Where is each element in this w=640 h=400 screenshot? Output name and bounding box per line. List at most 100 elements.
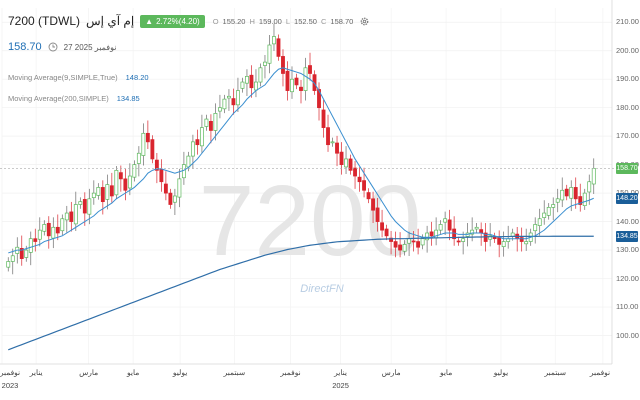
candle-body[interactable] [78, 201, 83, 205]
ma200-legend[interactable]: Moving Average(200,SIMPLE) 134.85 [8, 94, 140, 103]
candle-body[interactable] [114, 169, 119, 196]
candle-body[interactable] [10, 255, 15, 262]
candle-body[interactable] [573, 187, 578, 200]
candle-body[interactable] [127, 175, 132, 189]
candle-body[interactable] [240, 81, 245, 89]
candle-body[interactable] [263, 61, 267, 66]
candle-body[interactable] [353, 167, 357, 177]
candle-body[interactable] [267, 44, 272, 64]
candle-body[interactable] [447, 219, 452, 231]
candle-body[interactable] [587, 181, 592, 193]
candle-body[interactable] [348, 158, 353, 171]
candle-body[interactable] [24, 249, 29, 258]
candle-body[interactable] [150, 139, 155, 160]
candle-body[interactable] [145, 132, 150, 143]
candle-body[interactable] [425, 232, 430, 241]
candle-body[interactable] [564, 188, 569, 197]
candle-body[interactable] [474, 226, 479, 230]
candle-body[interactable] [569, 187, 574, 199]
candle-body[interactable] [208, 121, 213, 131]
candle-body[interactable] [375, 207, 380, 222]
candle-body[interactable] [303, 67, 308, 91]
candle-body[interactable] [154, 159, 159, 171]
candle-body[interactable] [123, 178, 128, 191]
gear-icon[interactable] [359, 16, 370, 27]
candle-body[interactable] [294, 77, 299, 86]
candle-body[interactable] [357, 176, 362, 183]
candle-body[interactable] [339, 151, 344, 165]
candle-body[interactable] [245, 76, 249, 84]
candle-body[interactable] [335, 142, 339, 154]
candle-body[interactable] [438, 224, 443, 231]
candle-body[interactable] [231, 98, 236, 106]
candle-body[interactable] [73, 204, 78, 225]
candle-body[interactable] [497, 237, 502, 245]
candle-body[interactable] [33, 238, 38, 242]
candle-body[interactable] [6, 261, 11, 268]
candle-body[interactable] [420, 238, 425, 246]
candle-body[interactable] [69, 211, 74, 222]
candle-body[interactable] [434, 229, 439, 239]
candle-body[interactable] [443, 218, 448, 223]
candle-body[interactable] [87, 198, 92, 215]
candle-body[interactable] [96, 187, 101, 196]
candle-body[interactable] [362, 180, 366, 191]
candle-body[interactable] [55, 226, 60, 234]
candle-body[interactable] [537, 218, 542, 226]
candle-body[interactable] [105, 184, 110, 200]
candle-body[interactable] [100, 187, 105, 203]
candle-body[interactable] [285, 70, 290, 91]
candle-body[interactable] [533, 224, 538, 232]
candle-body[interactable] [281, 56, 285, 74]
candle-body[interactable] [159, 168, 164, 183]
candle-body[interactable] [384, 228, 389, 237]
candle-body[interactable] [366, 192, 371, 200]
candle-body[interactable] [582, 192, 587, 207]
candle-body[interactable] [456, 240, 461, 243]
candle-body[interactable] [402, 244, 407, 252]
candle-body[interactable] [299, 86, 303, 91]
candle-body[interactable] [258, 67, 263, 83]
candle-body[interactable] [46, 222, 51, 237]
candle-body[interactable] [578, 196, 583, 205]
candle-body[interactable] [64, 212, 69, 221]
candle-body[interactable] [28, 238, 33, 253]
candle-body[interactable] [227, 95, 231, 99]
candle-body[interactable] [461, 238, 466, 242]
candle-body[interactable] [326, 127, 330, 146]
candle-body[interactable] [141, 132, 146, 156]
candle-body[interactable] [501, 241, 506, 248]
candle-body[interactable] [109, 185, 114, 197]
candle-body[interactable] [416, 241, 421, 248]
candle-body[interactable] [560, 189, 565, 201]
candle-body[interactable] [546, 207, 551, 216]
candle-body[interactable] [132, 164, 137, 178]
candle-body[interactable] [389, 237, 394, 242]
candle-body[interactable] [118, 172, 123, 180]
candle-body[interactable] [542, 212, 547, 218]
candle-body[interactable] [276, 38, 281, 57]
candle-body[interactable] [199, 127, 204, 147]
candle-body[interactable] [60, 218, 65, 232]
candle-body[interactable] [551, 204, 556, 208]
candle-body[interactable] [317, 89, 321, 109]
candle-body[interactable] [411, 240, 416, 243]
candle-body[interactable] [519, 237, 524, 242]
candle-body[interactable] [172, 195, 177, 203]
candle-body[interactable] [204, 118, 209, 127]
candle-body[interactable] [177, 178, 182, 198]
candle-body[interactable] [371, 198, 375, 211]
candle-body[interactable] [236, 90, 240, 106]
candle-body[interactable] [398, 244, 403, 251]
candle-body[interactable] [163, 183, 168, 194]
candle-body[interactable] [51, 226, 56, 239]
candle-body[interactable] [290, 78, 294, 93]
candle-body[interactable] [488, 235, 493, 240]
candle-body[interactable] [330, 141, 335, 144]
candle-body[interactable] [136, 152, 141, 164]
candle-body[interactable] [429, 231, 434, 237]
candle-body[interactable] [195, 139, 200, 146]
candle-body[interactable] [380, 222, 384, 231]
candle-body[interactable] [254, 81, 258, 91]
